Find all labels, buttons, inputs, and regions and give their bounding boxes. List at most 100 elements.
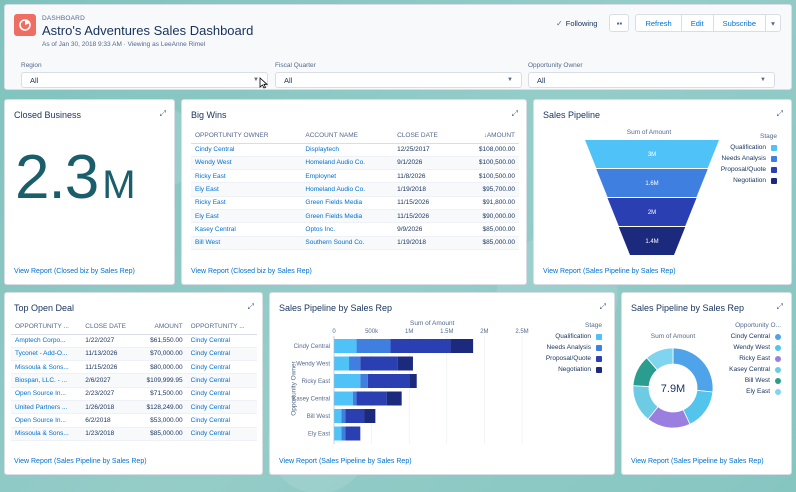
column-header[interactable]: CLOSE DATE (81, 319, 137, 335)
edit-button[interactable]: Edit (680, 14, 714, 32)
opportunity-owner-select[interactable]: All ▼ (528, 72, 775, 88)
card-title: Sales Pipeline by Sales Rep (279, 303, 393, 313)
table-cell[interactable]: Cindy Central (186, 413, 257, 428)
table-cell[interactable]: Tyconet - Add-O... (11, 347, 82, 362)
bar-legend: Stage Qualification Needs Analysis Proposa… (524, 322, 602, 375)
legend-item[interactable]: Ely East (711, 386, 781, 397)
table-cell[interactable]: Cindy Central (191, 143, 302, 157)
table-cell[interactable]: Cindy Central (186, 360, 257, 375)
sales-pipeline-card: Sales Pipeline ⤢ Sum of Amount 3M 1.6M 2M 1… (533, 99, 792, 285)
legend-swatch (775, 366, 781, 373)
region-select[interactable]: All ▼ (21, 72, 268, 88)
view-report-link[interactable]: View Report (Sales Pipeline by Sales Rep… (279, 458, 412, 465)
table-cell[interactable]: Ely East (191, 209, 302, 224)
column-header[interactable]: OPPORTUNITY ... (186, 319, 257, 335)
funnel-chart: 3M 1.6M 2M 1.4M (585, 140, 719, 255)
expand-icon[interactable]: ⤢ (599, 302, 606, 311)
table-cell[interactable]: United Partners ... (11, 400, 82, 415)
column-header[interactable]: AMOUNT (136, 319, 187, 335)
bar-segment (349, 356, 361, 371)
legend-item[interactable]: Proposal/Quote (699, 164, 777, 175)
table-cell[interactable]: Ely East (191, 182, 302, 197)
table-cell[interactable]: Cindy Central (186, 334, 257, 348)
table-cell: $91,800.00 (459, 196, 519, 210)
table-cell[interactable]: Cindy Central (186, 400, 257, 415)
legend-label: Ely East (746, 388, 770, 395)
table-cell[interactable]: Homeland Audio Co. (301, 156, 394, 171)
table-row: Ely East Homeland Audio Co. 1/19/2018 $95,7… (191, 182, 519, 197)
table-cell[interactable]: Wendy West (191, 156, 302, 171)
dashboard-header: DASHBOARD Astro's Adventures Sales Dashb… (4, 4, 792, 90)
view-report-link[interactable]: View Report (Sales Pipeline by Sales Rep… (631, 458, 764, 465)
legend-item[interactable]: Wendy West (711, 342, 781, 353)
table-cell[interactable]: Cindy Central (186, 387, 257, 401)
table-cell[interactable]: Missoula & Sons... (11, 360, 82, 375)
table-cell[interactable]: Optos Inc. (301, 222, 394, 237)
legend-item[interactable]: Negotiation (524, 364, 602, 375)
table-cell[interactable]: Missoula & Sons... (11, 427, 82, 441)
view-report-link[interactable]: View Report (Sales Pipeline by Sales Rep… (14, 458, 147, 465)
dashboard-switch-button[interactable]: ▪▪ (609, 14, 630, 32)
bar-segment (334, 391, 353, 406)
table-cell[interactable]: Kasey Central (191, 222, 302, 237)
table-row: Missoula & Sons... 1/23/2018 $85,000.00 Cin… (11, 427, 257, 441)
legend-item[interactable]: Needs Analysis (699, 153, 777, 164)
table-cell[interactable]: Employnet (301, 169, 394, 184)
legend-item[interactable]: Kasey Central (711, 364, 781, 375)
table-row: Ricky East Employnet 11/8/2026 $100,500.00 (191, 169, 519, 184)
view-report-link[interactable]: View Report (Sales Pipeline by Sales Rep… (543, 268, 676, 275)
following-toggle[interactable]: ✓ Following (556, 19, 597, 28)
table-cell[interactable]: Amptech Corpo... (11, 334, 82, 348)
table-row: Ely East Green Fields Media 11/15/2026 $90,… (191, 209, 519, 224)
subscribe-button[interactable]: Subscribe (712, 14, 766, 32)
legend-item[interactable]: Negotiation (699, 175, 777, 186)
legend-label: Ricky East (739, 355, 770, 362)
column-header[interactable]: OPPORTUNITY ... (11, 319, 82, 335)
column-header[interactable]: OPPORTUNITY OWNER (191, 128, 302, 144)
legend-label: Qualification (555, 333, 591, 340)
legend-swatch (771, 144, 777, 151)
table-cell[interactable]: Open Source In... (11, 413, 82, 428)
table-cell[interactable]: Ricky East (191, 169, 302, 184)
bar-segment (367, 374, 410, 388)
table-cell: 12/25/2017 (393, 143, 460, 157)
legend-item[interactable]: Qualification (699, 142, 777, 153)
expand-icon[interactable]: ⤢ (776, 109, 783, 118)
expand-icon[interactable]: ⤢ (776, 302, 783, 311)
column-header[interactable]: CLOSE DATE (393, 128, 460, 144)
refresh-button[interactable]: Refresh (635, 14, 682, 32)
expand-icon[interactable]: ⤢ (159, 109, 166, 118)
stacked-bar-chart: 0 500k 1M 1.5M 2M 2.5M Cindy Central Wendy West… (292, 329, 529, 444)
bar-segment (450, 339, 474, 353)
table-cell[interactable]: Green Fields Media (301, 209, 394, 224)
legend-item[interactable]: Ricky East (711, 353, 781, 364)
legend-item[interactable]: Bill West (711, 375, 781, 386)
table-cell[interactable]: Bill West (191, 236, 302, 250)
table-cell[interactable]: Ricky East (191, 196, 302, 210)
bar-segment (345, 409, 365, 423)
view-report-link[interactable]: View Report (Closed biz by Sales Rep) (14, 268, 135, 275)
expand-icon[interactable]: ⤢ (511, 109, 518, 118)
view-report-link[interactable]: View Report (Closed biz by Sales Rep) (191, 268, 312, 275)
table-cell[interactable]: Green Fields Media (301, 196, 394, 210)
table-cell[interactable]: Cindy Central (186, 373, 257, 388)
column-header[interactable]: ↓AMOUNT (459, 128, 519, 144)
card-title: Big Wins (191, 110, 227, 120)
table-cell[interactable]: Displaytech (301, 143, 394, 157)
legend-item[interactable]: Cindy Central (711, 331, 781, 342)
legend-item[interactable]: Proposal/Quote (524, 353, 602, 364)
table-cell[interactable]: Biospan, LLC. - ... (11, 373, 82, 388)
table-cell[interactable]: Cindy Central (186, 347, 257, 362)
table-cell: $128,249.00 (136, 400, 187, 415)
expand-icon[interactable]: ⤢ (247, 302, 254, 311)
more-actions-button[interactable]: ▾ (765, 14, 781, 32)
legend-item[interactable]: Needs Analysis (524, 342, 602, 353)
legend-swatch (771, 177, 777, 184)
table-cell[interactable]: Southern Sound Co. (301, 236, 394, 250)
table-cell[interactable]: Open Source In... (11, 387, 82, 401)
table-cell[interactable]: Cindy Central (186, 427, 257, 441)
fiscal-quarter-select[interactable]: All ▼ (275, 72, 522, 88)
legend-item[interactable]: Qualification (524, 331, 602, 342)
table-cell[interactable]: Homeland Audio Co. (301, 182, 394, 197)
column-header[interactable]: ACCOUNT NAME (301, 128, 394, 144)
